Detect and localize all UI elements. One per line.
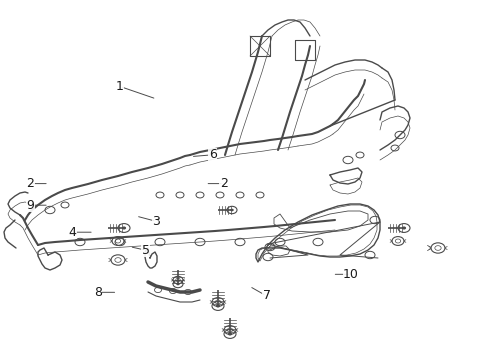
Text: 10: 10 xyxy=(343,268,358,281)
Text: 3: 3 xyxy=(152,215,160,228)
Text: 7: 7 xyxy=(262,289,270,302)
Circle shape xyxy=(401,226,405,230)
Circle shape xyxy=(122,226,126,230)
Text: 2: 2 xyxy=(220,177,227,190)
Text: 5: 5 xyxy=(142,244,149,257)
Circle shape xyxy=(176,283,180,285)
Text: 4: 4 xyxy=(68,226,76,239)
Text: 2: 2 xyxy=(26,177,34,190)
Text: 8: 8 xyxy=(94,286,102,299)
Text: 9: 9 xyxy=(26,199,34,212)
Text: 6: 6 xyxy=(208,148,216,161)
Text: 1: 1 xyxy=(116,80,123,93)
Circle shape xyxy=(230,209,233,211)
Circle shape xyxy=(227,332,232,336)
Circle shape xyxy=(216,305,220,307)
